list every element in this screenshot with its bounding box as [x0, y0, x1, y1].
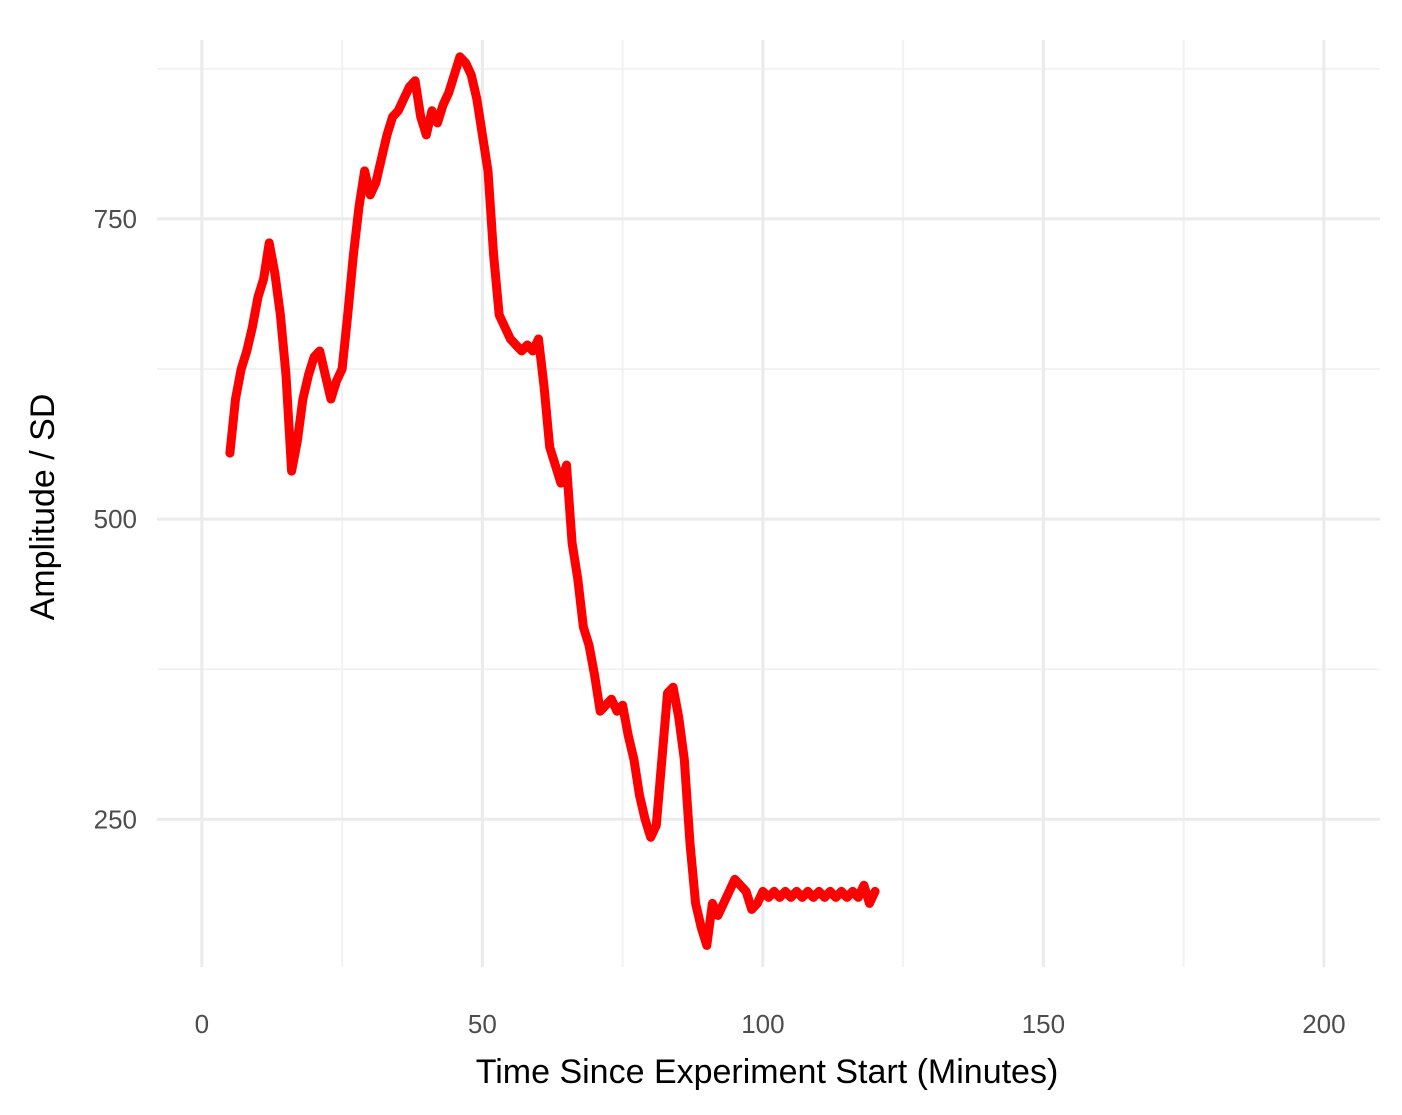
x-axis-label: Time Since Experiment Start (Minutes) — [476, 1053, 1059, 1091]
axis-tick-labels: 0 50 100 150 200 250 500 750 — [94, 204, 1346, 1039]
grid-lines — [157, 40, 1380, 967]
x-tick-label: 100 — [741, 1009, 784, 1039]
x-tick-label: 150 — [1022, 1009, 1065, 1039]
y-tick-label: 750 — [94, 204, 137, 234]
x-tick-label: 200 — [1302, 1009, 1345, 1039]
y-axis-label: Amplitude / SD — [24, 394, 62, 621]
y-tick-label: 500 — [94, 504, 137, 534]
data-series — [225, 52, 880, 950]
x-tick-label: 50 — [468, 1009, 497, 1039]
x-tick-label: 0 — [195, 1009, 209, 1039]
series-line — [225, 52, 880, 950]
y-tick-label: 250 — [94, 804, 137, 834]
